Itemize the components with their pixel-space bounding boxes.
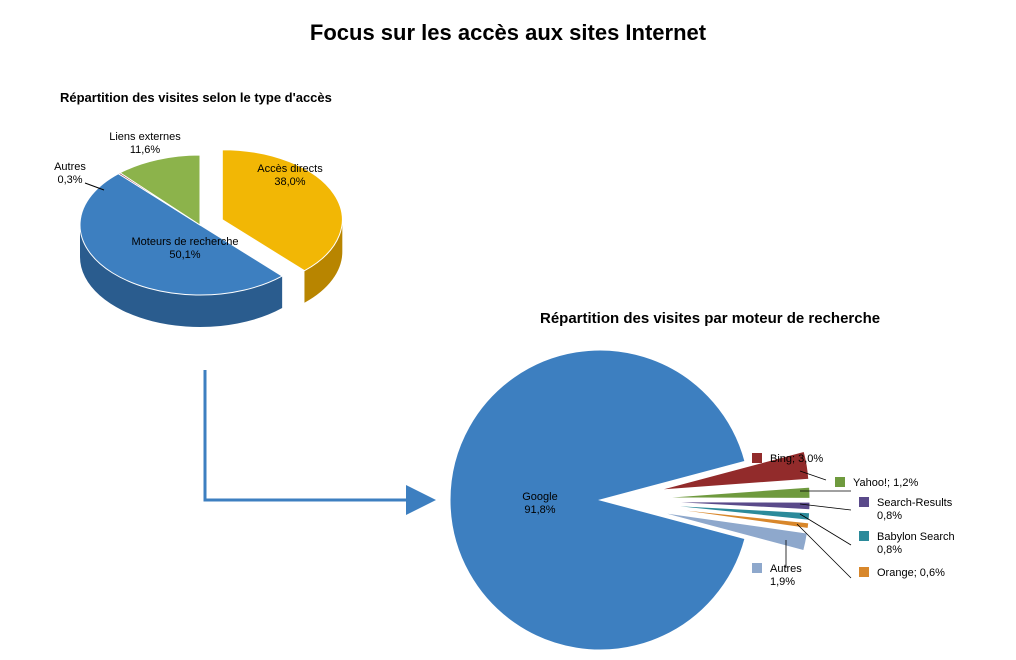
legend-swatch [859, 531, 869, 541]
pie1-label: Liens externes11,6% [109, 131, 181, 156]
legend-label: Orange; 0,6% [877, 567, 945, 579]
pie-search-engines: Google91,8% Bing; 3,0% Yahoo!; 1,2% Search-… [450, 350, 955, 650]
legend-label: Bing; 3,0% [770, 453, 823, 465]
legend-label: Autres1,9% [770, 563, 802, 588]
legend-swatch [752, 453, 762, 463]
pie2-leader [797, 524, 851, 578]
drilldown-arrow [205, 370, 430, 500]
charts-canvas: Accès directs38,0%Moteurs de recherche50… [0, 0, 1016, 660]
pie2-google-label: Google91,8% [522, 491, 557, 516]
legend-swatch [859, 567, 869, 577]
arrow-line [205, 370, 430, 500]
pie2-leader [800, 514, 851, 545]
legend-label: Yahoo!; 1,2% [853, 477, 918, 489]
pie2-slice [450, 350, 745, 650]
pie-access-type: Accès directs38,0%Moteurs de recherche50… [54, 131, 342, 327]
legend-swatch [859, 497, 869, 507]
legend-swatch [752, 563, 762, 573]
legend-label: Babylon Search0,8% [877, 531, 955, 556]
pie1-label: Autres0,3% [54, 161, 86, 186]
legend-label: Search-Results0,8% [877, 497, 953, 522]
legend-swatch [835, 477, 845, 487]
